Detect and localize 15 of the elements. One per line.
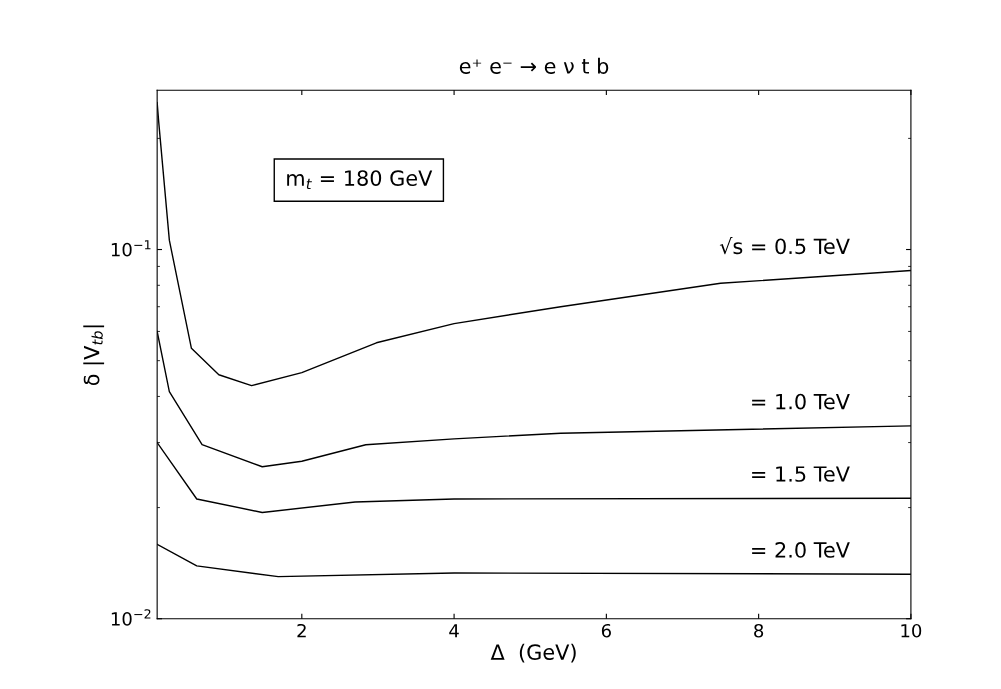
y-tick-label: 10$^{−2}$ [111, 609, 151, 626]
series-label: √s = 0.5 TeV [719, 236, 850, 255]
x-tick-label: 6 [601, 623, 611, 638]
series-label: = 1.5 TeV [752, 466, 850, 482]
y-tick-label: 10$^{−1}$ [111, 240, 151, 257]
y-axis-title: δ |V$_{tb}$| [83, 325, 105, 386]
x-tick-label: 8 [754, 623, 764, 638]
x-tick-label: 2 [297, 623, 306, 638]
x-tick-label: 10 [901, 623, 922, 638]
x-tick-label: 4 [449, 624, 459, 638]
annotation: m$_{t}$ = 180 GeV [287, 170, 433, 190]
series-label: = 1.0 TeV [752, 393, 850, 410]
chart-title: e⁺ e⁻ → e ν t b [459, 57, 609, 74]
series-label: = 2.0 TeV [752, 542, 850, 558]
x-axis-title: Δ (GeV) [490, 643, 576, 663]
